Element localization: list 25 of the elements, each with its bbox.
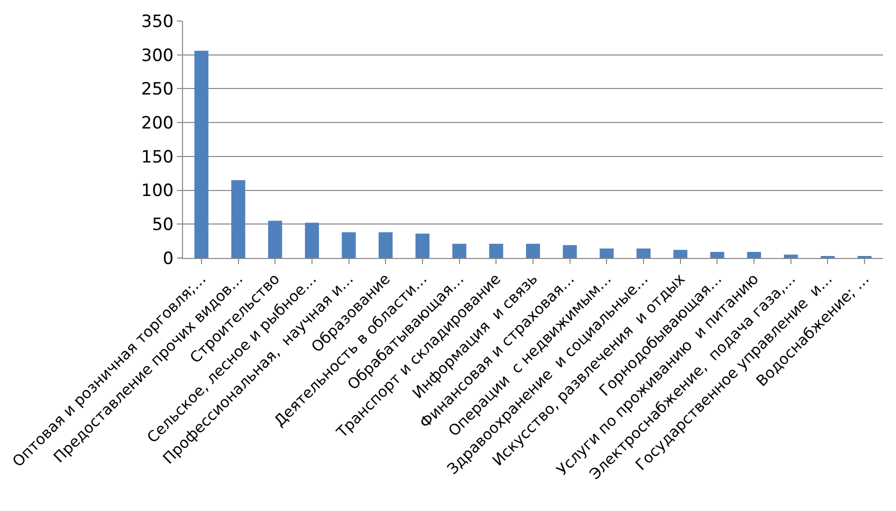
bar (452, 244, 466, 258)
bar (562, 245, 577, 258)
bar (231, 180, 246, 258)
bar (673, 250, 688, 258)
y-tick-label: 300 (141, 46, 174, 66)
y-tick-label: 250 (141, 80, 174, 100)
bar (526, 244, 540, 258)
y-tick-label: 200 (141, 114, 174, 134)
bar (784, 254, 798, 258)
y-tick-label: 350 (141, 12, 174, 32)
bar (747, 252, 762, 258)
bar (636, 248, 651, 258)
y-tick-label: 100 (141, 181, 174, 202)
bar (600, 248, 614, 258)
bar (710, 252, 724, 258)
bar (415, 234, 430, 258)
bar (489, 244, 504, 258)
bar (304, 222, 319, 258)
y-tick-label: 0 (162, 248, 174, 269)
y-tick-label: 150 (141, 147, 174, 168)
bar (194, 50, 208, 258)
y-tick-label: 50 (152, 215, 174, 236)
bar (342, 232, 356, 258)
bar (378, 232, 393, 258)
bar (268, 220, 282, 258)
